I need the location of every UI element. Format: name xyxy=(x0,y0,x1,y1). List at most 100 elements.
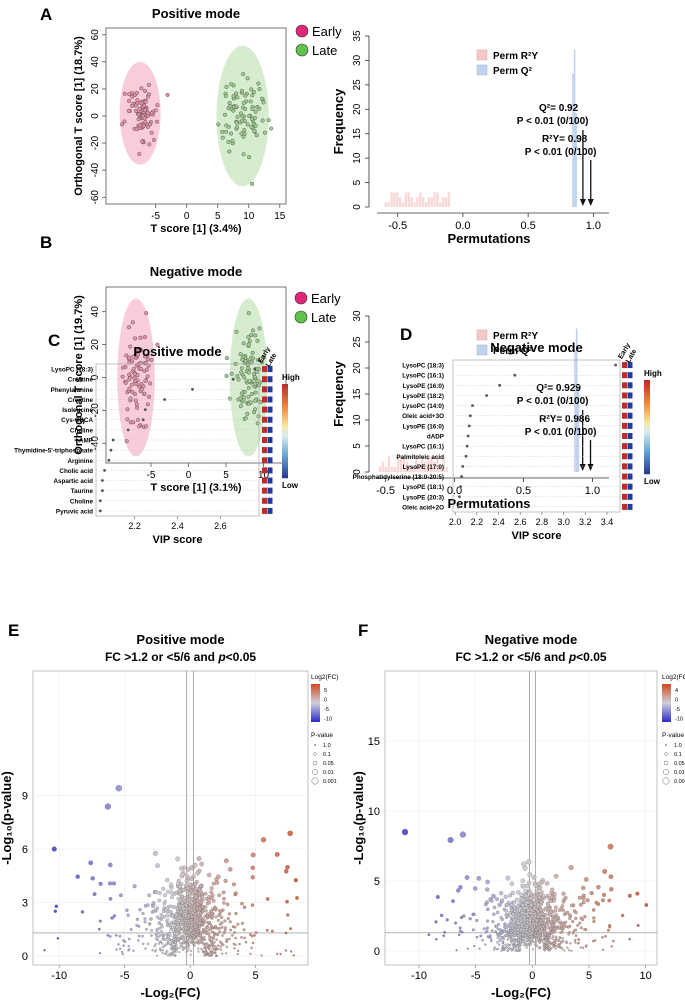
volcano-point xyxy=(176,928,180,932)
volcano-point xyxy=(236,922,240,926)
volcano-point xyxy=(577,895,582,900)
volcano-point xyxy=(236,952,239,956)
y-tick-label: 15 xyxy=(352,388,363,400)
volcano-point xyxy=(503,894,508,899)
score-point xyxy=(145,124,150,129)
vip-point xyxy=(485,394,489,397)
volcano-plot-F: Negative mode FC >1.2 or <5/6 and p<0.05 -… xyxy=(351,632,685,1000)
score-point xyxy=(235,114,240,119)
volcano-point xyxy=(568,916,572,921)
volcano-point xyxy=(145,927,148,931)
score-point xyxy=(231,94,236,99)
volcano-point xyxy=(168,953,171,956)
volcano-point xyxy=(526,938,529,942)
volcano-point xyxy=(522,915,527,919)
vip-point xyxy=(191,387,194,391)
volcano-point xyxy=(532,940,536,944)
volcano-point xyxy=(249,952,252,955)
feature-label: Cholic acid xyxy=(59,468,93,475)
volcano-point xyxy=(165,906,170,911)
score-point xyxy=(228,131,233,136)
score-point xyxy=(149,130,154,135)
volcano-point xyxy=(192,942,195,945)
volcano-point xyxy=(184,914,188,918)
size-legend-title: P-value xyxy=(662,732,684,739)
volcano-point xyxy=(501,941,504,944)
size-legend-label: 0.05 xyxy=(323,761,334,767)
volcano-point xyxy=(505,875,511,881)
volcano-point xyxy=(557,939,560,942)
volcano-point xyxy=(98,881,103,886)
r2y-permutation-bar xyxy=(396,456,400,472)
feature-label: Cys-CDCA xyxy=(61,417,93,424)
score-point xyxy=(236,377,241,382)
volcano-point xyxy=(520,878,526,883)
r2y-permutation-bar xyxy=(424,461,427,472)
x-axis-label: VIP score xyxy=(512,530,562,542)
volcano-point xyxy=(494,930,497,933)
volcano-point xyxy=(496,933,499,937)
volcano-point xyxy=(524,934,527,937)
volcano-point xyxy=(190,915,194,919)
volcano-point xyxy=(491,920,495,924)
volcano-point xyxy=(447,837,454,844)
y-tick-label: 25 xyxy=(352,79,363,91)
score-point xyxy=(228,104,233,109)
heat-cell xyxy=(262,416,267,423)
volcano-point xyxy=(628,937,631,941)
volcano-point xyxy=(501,945,504,949)
volcano-point xyxy=(168,914,172,918)
score-point xyxy=(141,384,146,389)
size-legend-label: 0.1 xyxy=(323,752,331,758)
volcano-point xyxy=(150,934,153,937)
volcano-point xyxy=(499,930,502,934)
volcano-point xyxy=(513,918,517,922)
x-tick-label: 2.6 xyxy=(214,521,227,531)
volcano-point xyxy=(607,898,612,903)
volcano-point xyxy=(604,935,607,938)
vip-point xyxy=(98,509,102,513)
volcano-point xyxy=(609,887,614,892)
score-point xyxy=(241,152,246,157)
volcano-point xyxy=(225,902,230,907)
volcano-point xyxy=(464,875,470,880)
volcano-point xyxy=(173,949,176,952)
volcano-point xyxy=(496,941,499,944)
volcano-point xyxy=(108,897,113,901)
volcano-point xyxy=(561,921,565,925)
score-point xyxy=(234,120,239,125)
score-point xyxy=(216,122,221,127)
score-point xyxy=(256,414,261,419)
score-point xyxy=(253,407,258,412)
score-point xyxy=(137,152,142,157)
volcano-point xyxy=(518,947,521,950)
q2-annotation: Q²= 0.929 xyxy=(536,383,581,394)
volcano-point xyxy=(484,943,487,946)
vip-plot-C: Positive mode LysoPC (18:3) Creatine Phenyl… xyxy=(14,344,300,546)
r2y-permutation-bar xyxy=(433,461,436,472)
volcano-point xyxy=(125,908,129,912)
volcano-point xyxy=(548,899,553,904)
heat-cell xyxy=(262,467,267,474)
volcano-point xyxy=(545,922,549,926)
volcano-point xyxy=(193,925,197,929)
volcano-point xyxy=(509,903,514,907)
volcano-point xyxy=(576,942,580,945)
legend-q2-swatch xyxy=(476,344,488,356)
volcano-point xyxy=(161,952,164,955)
volcano-point xyxy=(165,914,169,918)
volcano-point xyxy=(220,915,224,920)
volcano-point xyxy=(583,927,587,931)
vip-point xyxy=(141,418,145,422)
volcano-point xyxy=(187,897,191,902)
volcano-point xyxy=(192,905,196,910)
volcano-point xyxy=(151,949,154,952)
volcano-point xyxy=(210,939,214,942)
heat-cell xyxy=(627,453,633,460)
volcano-point xyxy=(285,899,289,904)
volcano-point xyxy=(172,930,175,934)
plot-title: Negative mode xyxy=(150,264,242,279)
score-point xyxy=(151,137,156,142)
volcano-point xyxy=(514,925,518,929)
volcano-point xyxy=(533,944,537,947)
